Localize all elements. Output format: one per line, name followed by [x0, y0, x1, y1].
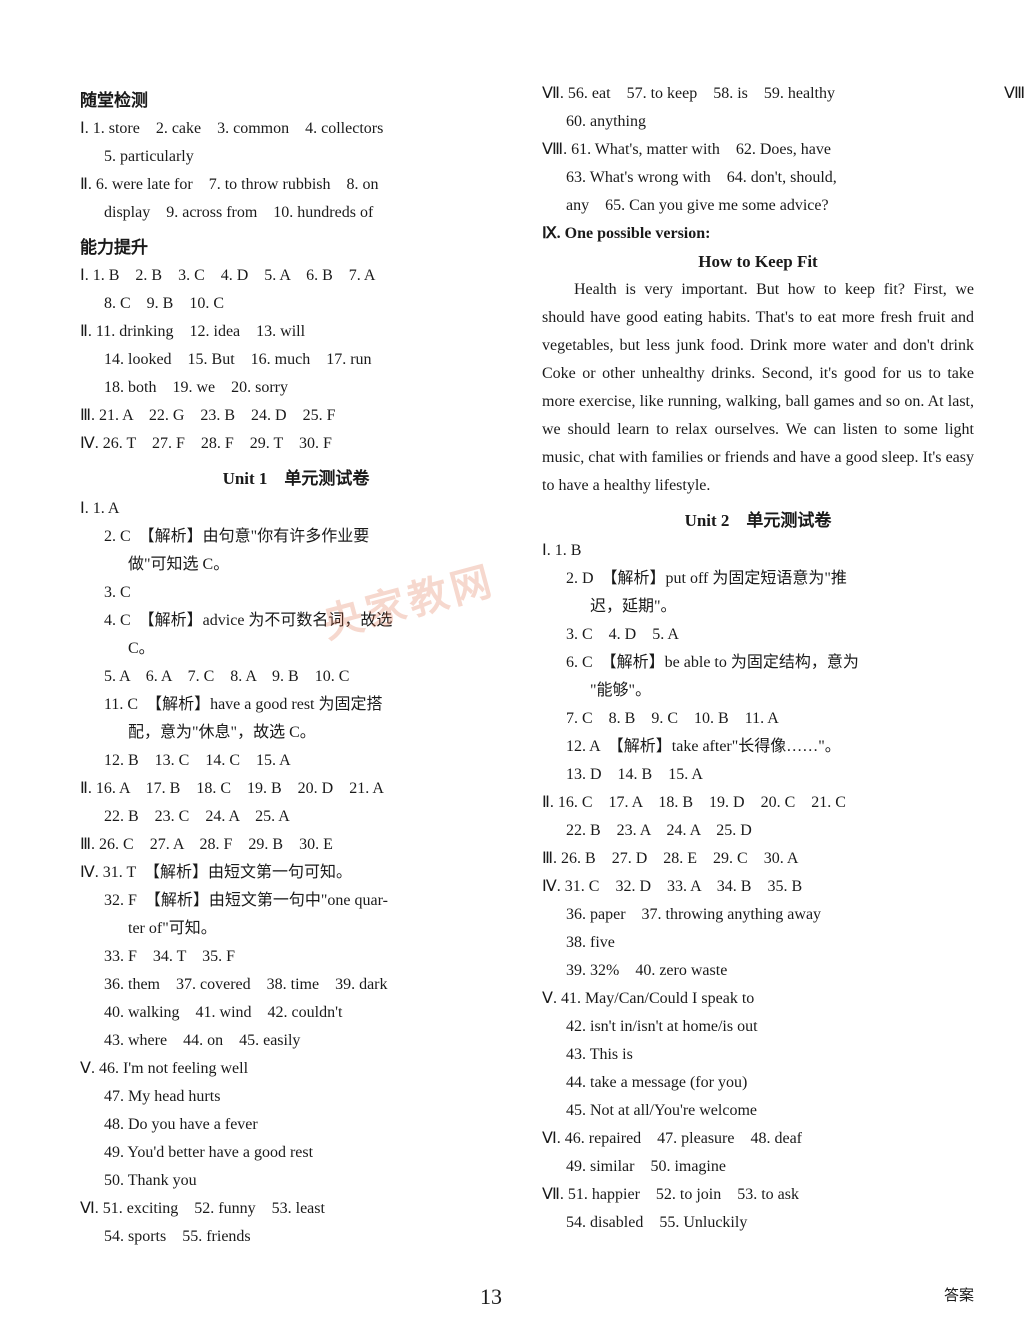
answer-line: 49. You'd better have a good rest	[80, 1139, 512, 1167]
answer-line: 13. D 14. B 15. A	[542, 761, 974, 789]
answer-line: 59. at once 60. run out	[1004, 108, 1024, 136]
answer-line: Ⅳ. 31. C 32. D 33. A 34. B 35. B	[542, 873, 974, 901]
answer-line: 63. What's wrong with 64. don't, should,	[542, 164, 974, 192]
answer-line: 11. C 【解析】have a good rest 为固定搭	[80, 691, 512, 719]
answer-line: Ⅵ. 51. exciting 52. funny 53. least	[80, 1195, 512, 1223]
answer-line: 4. C 【解析】advice 为不可数名词，故选	[80, 607, 512, 635]
answer-line: 39. 32% 40. zero waste	[542, 957, 974, 985]
section-nengli: 能力提升	[80, 233, 512, 258]
answer-line: Ⅶ. 56. eat 57. to keep 58. is 59. health…	[542, 80, 974, 108]
answer-line: 5. particularly	[80, 143, 512, 171]
answer-line: Ⅰ. 1. store 2. cake 3. common 4. collect…	[80, 115, 512, 143]
page-footer: 13 答案	[0, 1284, 1024, 1310]
answer-line: 40. walking 41. wind 42. couldn't	[80, 999, 512, 1027]
answer-line: 44. take a message (for you)	[542, 1069, 974, 1097]
answer-line: 8. C 9. B 10. C	[80, 290, 512, 318]
footer-right-text: 答案	[944, 1284, 974, 1310]
answer-line: 60. anything	[542, 108, 974, 136]
answer-line: 3. C	[80, 579, 512, 607]
answer-line: "能够"。	[542, 677, 974, 705]
answer-line: 18. both 19. we 20. sorry	[80, 374, 512, 402]
answer-line: Ⅴ. 41. May/Can/Could I speak to	[542, 985, 974, 1013]
answer-line: 5. A 6. A 7. C 8. A 9. B 10. C	[80, 663, 512, 691]
answer-line: 7. C 8. B 9. C 10. B 11. A	[542, 705, 974, 733]
answer-line: Ⅰ. 1. B	[542, 537, 974, 565]
answer-line: 22. B 23. C 24. A 25. A	[80, 803, 512, 831]
answer-line: C。	[80, 635, 512, 663]
answer-line: 49. similar 50. imagine	[542, 1153, 974, 1181]
answer-line: 38. five	[542, 929, 974, 957]
answer-line: 50. Thank you	[80, 1167, 512, 1195]
answer-line: 12. B 13. C 14. C 15. A	[80, 747, 512, 775]
answer-line: Ⅱ. 11. drinking 12. idea 13. will	[80, 318, 512, 346]
essay-title: How to Keep Fit	[542, 252, 974, 272]
answer-line: Ⅲ. 21. A 22. G 23. B 24. D 25. F	[80, 402, 512, 430]
answer-line: 48. Do you have a fever	[80, 1111, 512, 1139]
answer-line: 33. F 34. T 35. F	[80, 943, 512, 971]
answer-line: Ⅴ. 46. I'm not feeling well	[80, 1055, 512, 1083]
answer-line: 36. paper 37. throwing anything away	[542, 901, 974, 929]
answer-line: Ⅲ. 26. C 27. A 28. F 29. B 30. E	[80, 831, 512, 859]
unit2-title: Unit 2 单元测试卷	[542, 506, 974, 531]
answer-line: 42. isn't in/isn't at home/is out	[542, 1013, 974, 1041]
answer-line: 6. C 【解析】be able to 为固定结构，意为	[542, 649, 974, 677]
answer-line: 14. looked 15. But 16. much 17. run	[80, 346, 512, 374]
answer-line: 43. where 44. on 45. easily	[80, 1027, 512, 1055]
answer-line: 47. My head hurts	[80, 1083, 512, 1111]
answer-line: Ⅳ. 26. T 27. F 28. F 29. T 30. F	[80, 430, 512, 458]
answer-line: ter of"可知。	[80, 915, 512, 943]
answer-line: 22. B 23. A 24. A 25. D	[542, 817, 974, 845]
answer-line: Ⅳ. 31. T 【解析】由短文第一句可知。	[80, 859, 512, 887]
answer-line: 迟，延期"。	[542, 593, 974, 621]
answer-line: Ⅱ. 16. A 17. B 18. C 19. B 20. D 21. A	[80, 775, 512, 803]
section-ix: Ⅸ. One possible version:	[542, 225, 710, 242]
answer-line: Ⅱ. 6. were late for 7. to throw rubbish …	[80, 171, 512, 199]
answer-line: 54. disabled 55. Unluckily	[542, 1209, 974, 1237]
answer-line: Ⅶ. 51. happier 52. to join 53. to ask	[542, 1181, 974, 1209]
answer-line: Ⅷ. 61. What's, matter with 62. Does, hav…	[542, 136, 974, 164]
answer-line: 配，意为"休息"，故选 C。	[80, 719, 512, 747]
page-number: 13	[480, 1284, 502, 1310]
answer-line: 2. D 【解析】put off 为固定短语意为"推	[542, 565, 974, 593]
answer-line: Ⅵ. 46. repaired 47. pleasure 48. deaf	[542, 1125, 974, 1153]
answer-line: 3. C 4. D 5. A	[542, 621, 974, 649]
answer-line: 36. them 37. covered 38. time 39. dark	[80, 971, 512, 999]
answer-line: 做"可知选 C。	[80, 551, 512, 579]
answer-line: Ⅱ. 16. C 17. A 18. B 19. D 20. C 21. C	[542, 789, 974, 817]
answer-line: 12. A 【解析】take after"长得像……"。	[542, 733, 974, 761]
answer-content: 随堂检测 Ⅰ. 1. store 2. cake 3. common 4. co…	[80, 80, 974, 1260]
unit1-title: Unit 1 单元测试卷	[80, 464, 512, 489]
answer-line: any 65. Can you give me some advice?	[542, 192, 974, 220]
answer-line: Ⅸ. One possible version:	[542, 220, 974, 248]
answer-line: 43. This is	[542, 1041, 974, 1069]
answer-line: 45. Not at all/You're welcome	[542, 1097, 974, 1125]
answer-line: Ⅷ. 56. work out 57. put off 58. gave; aw…	[1004, 80, 1024, 108]
answer-line: display 9. across from 10. hundreds of	[80, 199, 512, 227]
answer-line: Ⅰ. 1. B 2. B 3. C 4. D 5. A 6. B 7. A	[80, 262, 512, 290]
answer-line: 32. F 【解析】由短文第一句中"one quar-	[80, 887, 512, 915]
answer-line: 54. sports 55. friends	[80, 1223, 512, 1251]
answer-line: Ⅰ. 1. A	[80, 495, 512, 523]
section-suitang: 随堂检测	[80, 86, 512, 111]
answer-line: Ⅲ. 26. B 27. D 28. E 29. C 30. A	[542, 845, 974, 873]
essay-body: Health is very important. But how to kee…	[542, 276, 974, 500]
answer-line: 2. C 【解析】由句意"你有许多作业要	[80, 523, 512, 551]
